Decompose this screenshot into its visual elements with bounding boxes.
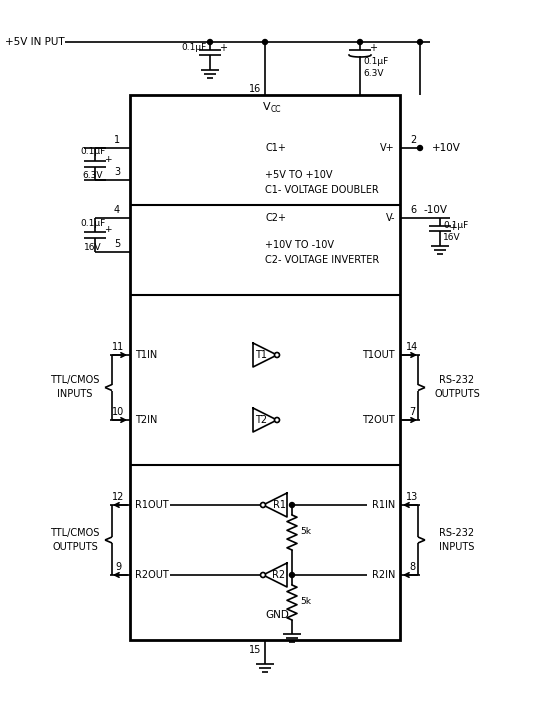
Text: T2IN: T2IN	[135, 415, 158, 425]
Circle shape	[262, 40, 267, 45]
Text: +10V: +10V	[432, 143, 461, 153]
Text: 16V: 16V	[84, 242, 102, 252]
Text: T2: T2	[255, 415, 267, 425]
Text: 2: 2	[410, 135, 416, 145]
Text: 12: 12	[112, 492, 124, 502]
Circle shape	[275, 352, 280, 357]
Text: 16: 16	[249, 84, 261, 94]
Text: +: +	[104, 155, 112, 163]
Text: GND: GND	[265, 610, 289, 620]
Text: T1: T1	[255, 350, 267, 360]
Text: R2: R2	[272, 570, 286, 580]
Text: 11: 11	[112, 342, 124, 352]
Text: +: +	[449, 224, 457, 232]
Text: OUTPUTS: OUTPUTS	[52, 542, 98, 552]
Text: V: V	[263, 102, 271, 112]
Text: 0.1μF: 0.1μF	[80, 219, 106, 227]
Text: +: +	[369, 43, 377, 53]
Text: 0.1μF: 0.1μF	[182, 42, 207, 52]
Text: INPUTS: INPUTS	[439, 542, 475, 552]
Circle shape	[261, 572, 266, 577]
Text: 10: 10	[112, 407, 124, 417]
Text: 14: 14	[406, 342, 418, 352]
Text: 5k: 5k	[300, 528, 311, 536]
Text: V-: V-	[385, 213, 395, 223]
Text: TTL/CMOS: TTL/CMOS	[50, 528, 100, 538]
Text: -10V: -10V	[423, 205, 447, 215]
Circle shape	[358, 40, 363, 45]
Text: C1- VOLTAGE DOUBLER: C1- VOLTAGE DOUBLER	[265, 185, 379, 195]
Circle shape	[418, 145, 423, 150]
Text: +5V TO +10V: +5V TO +10V	[265, 170, 333, 180]
Text: +10V TO -10V: +10V TO -10V	[265, 240, 334, 250]
Text: R2IN: R2IN	[372, 570, 395, 580]
Text: INPUTS: INPUTS	[57, 389, 92, 399]
Text: RS-232: RS-232	[439, 375, 475, 385]
Text: 4: 4	[114, 205, 120, 215]
Text: T1IN: T1IN	[135, 350, 157, 360]
Text: T1OUT: T1OUT	[363, 350, 395, 360]
Text: C2+: C2+	[265, 213, 286, 223]
Bar	[130, 95, 400, 640]
Text: V+: V+	[380, 143, 395, 153]
Text: 7: 7	[409, 407, 415, 417]
Text: 0.1μF: 0.1μF	[443, 221, 468, 231]
Text: 5: 5	[114, 239, 120, 249]
Text: C1+: C1+	[265, 143, 286, 153]
Text: +: +	[104, 226, 112, 234]
Text: 8: 8	[409, 562, 415, 572]
Circle shape	[275, 418, 280, 423]
Circle shape	[208, 40, 213, 45]
Text: +5V IN PUT: +5V IN PUT	[5, 37, 65, 47]
Text: 13: 13	[406, 492, 418, 502]
Text: CC: CC	[271, 106, 281, 114]
Text: 5k: 5k	[300, 597, 311, 607]
Text: 6: 6	[410, 205, 416, 215]
Text: +: +	[219, 43, 227, 53]
Text: OUTPUTS: OUTPUTS	[434, 389, 480, 399]
Text: 9: 9	[115, 562, 121, 572]
Text: 0.1μF: 0.1μF	[363, 58, 388, 66]
Text: C2- VOLTAGE INVERTER: C2- VOLTAGE INVERTER	[265, 255, 379, 265]
Text: 6.3V: 6.3V	[83, 172, 103, 180]
Text: 6.3V: 6.3V	[363, 68, 384, 78]
Text: T2OUT: T2OUT	[362, 415, 395, 425]
Circle shape	[261, 503, 266, 508]
Text: R1IN: R1IN	[372, 500, 395, 510]
Text: R2OUT: R2OUT	[135, 570, 169, 580]
Text: 15: 15	[248, 645, 261, 655]
Circle shape	[290, 572, 295, 577]
Text: TTL/CMOS: TTL/CMOS	[50, 375, 100, 385]
Text: R1OUT: R1OUT	[135, 500, 169, 510]
Text: 3: 3	[114, 167, 120, 177]
Text: RS-232: RS-232	[439, 528, 475, 538]
Text: R1: R1	[272, 500, 286, 510]
Text: 16V: 16V	[443, 232, 461, 242]
Text: 1: 1	[114, 135, 120, 145]
Text: 0.1μF: 0.1μF	[80, 147, 106, 157]
Circle shape	[418, 40, 423, 45]
Circle shape	[290, 503, 295, 508]
